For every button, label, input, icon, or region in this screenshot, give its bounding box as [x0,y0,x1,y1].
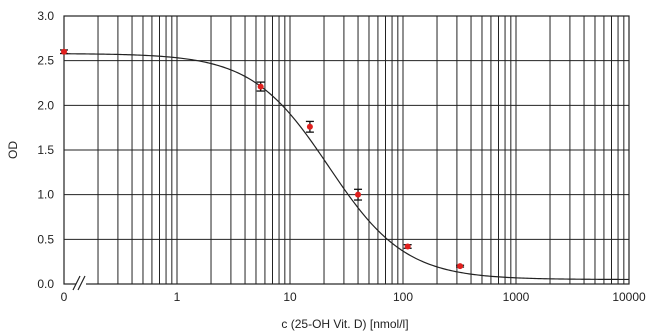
plot-frame [63,15,630,285]
tick-labels: 0 1 10 100 1000 10000 0.0 0.5 1.0 1.5 2.0 2.5 3.0 [37,9,646,304]
y-tick-label: 3.0 [37,9,54,23]
data-points [60,48,465,270]
axis-break-slash [77,275,86,291]
data-point [60,48,68,55]
x-tick-label: 10 [283,290,297,304]
data-point-marker [257,83,264,90]
data-point [256,81,265,92]
data-point-marker [355,191,362,198]
data-point-marker [457,263,464,270]
y-tick-label: 2.0 [37,98,54,112]
x-tick-label: 1 [174,290,181,304]
y-axis-title: OD [6,141,20,159]
data-point [403,243,412,250]
data-point [305,120,314,133]
fit-curve [63,53,629,281]
data-point-marker [404,243,411,250]
axis-break-marker [72,274,86,291]
x-tick-label: 10000 [612,290,646,304]
axis-break-gap [76,274,86,290]
x-tick-label: 0 [61,290,68,304]
data-point [354,188,363,201]
y-tick-label: 0.5 [37,232,54,246]
x-tick-label: 1000 [503,290,530,304]
axis-break-slash [72,275,81,291]
data-point-marker [306,123,313,130]
y-tick-label: 1.5 [37,143,54,157]
grid-lines [64,16,629,284]
data-point [456,263,465,270]
data-point-marker [61,48,67,55]
y-tick-label: 0.0 [37,277,54,291]
x-tick-label: 100 [393,290,413,304]
y-tick-label: 1.0 [37,188,54,202]
x-axis-title: c (25-OH Vit. D) [nmol/l] [281,317,408,331]
y-tick-label: 2.5 [37,54,54,68]
